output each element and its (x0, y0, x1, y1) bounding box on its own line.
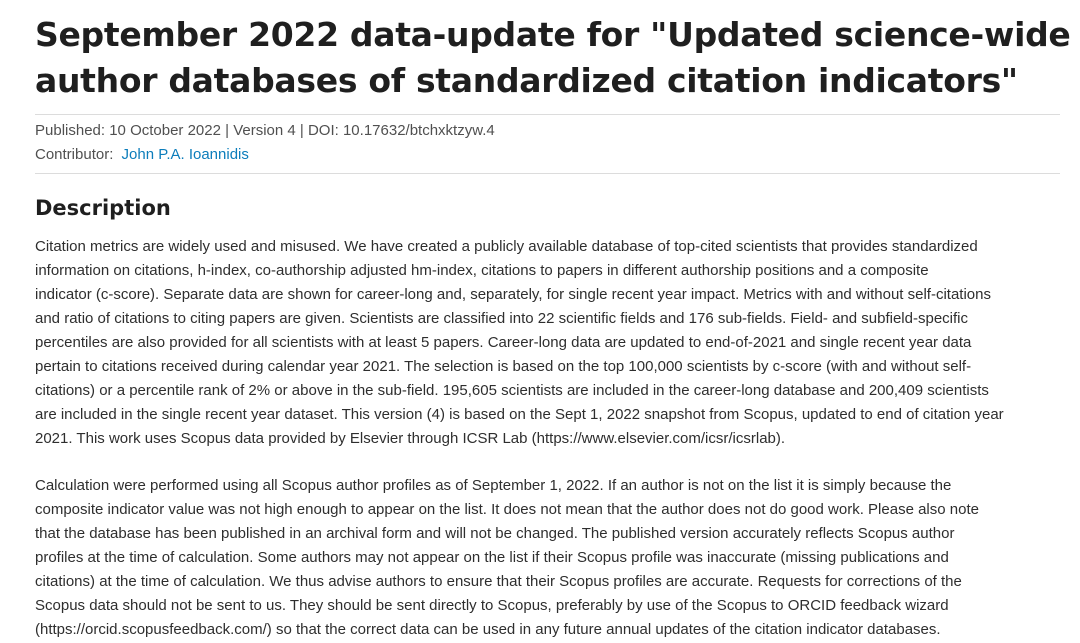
paragraph-line: Scopus data should not be sent to us. Th… (35, 597, 949, 614)
description-paragraph-1: Citation metrics are widely used and mis… (35, 235, 1004, 451)
paragraph-line: Calculation were performed using all Sco… (35, 477, 952, 494)
page-title: September 2022 data-update for "Updated … (35, 12, 1071, 104)
publication-info: Published: 10 October 2022 | Version 4 |… (35, 122, 495, 139)
paragraph-line: pertain to citations received during cal… (35, 358, 972, 375)
paragraph-line: (https://orcid.scopusfeedback.com/) so t… (35, 621, 941, 638)
description-heading: Description (35, 196, 171, 220)
title-line: September 2022 data-update for "Updated … (35, 15, 1071, 54)
title-line: author databases of standardized citatio… (35, 61, 1018, 100)
paragraph-line: citations) or a percentile rank of 2% or… (35, 382, 989, 399)
paragraph-line: that the database has been published in … (35, 525, 955, 542)
paragraph-line: are included in the single recent year d… (35, 406, 1004, 423)
paragraph-line: composite indicator value was not high e… (35, 501, 979, 518)
contributor-link[interactable]: John P.A. Ioannidis (121, 146, 249, 163)
paragraph-line: Citation metrics are widely used and mis… (35, 238, 978, 255)
paragraph-line: citations) at the time of calculation. W… (35, 573, 962, 590)
paragraph-line: and ratio of citations to citing papers … (35, 310, 968, 327)
paragraph-line: 2021. This work uses Scopus data provide… (35, 430, 786, 447)
paragraph-line: percentiles are also provided for all sc… (35, 334, 972, 351)
divider (35, 173, 1060, 174)
contributor-label: Contributor: (35, 146, 114, 163)
paragraph-line: information on citations, h-index, co-au… (35, 262, 929, 279)
paragraph-line: indicator (c-score). Separate data are s… (35, 286, 991, 303)
contributor-row: Contributor: John P.A. Ioannidis (35, 146, 249, 163)
paragraph-line: profiles at the time of calculation. Som… (35, 549, 949, 566)
divider (35, 114, 1060, 115)
description-paragraph-2: Calculation were performed using all Sco… (35, 474, 979, 642)
